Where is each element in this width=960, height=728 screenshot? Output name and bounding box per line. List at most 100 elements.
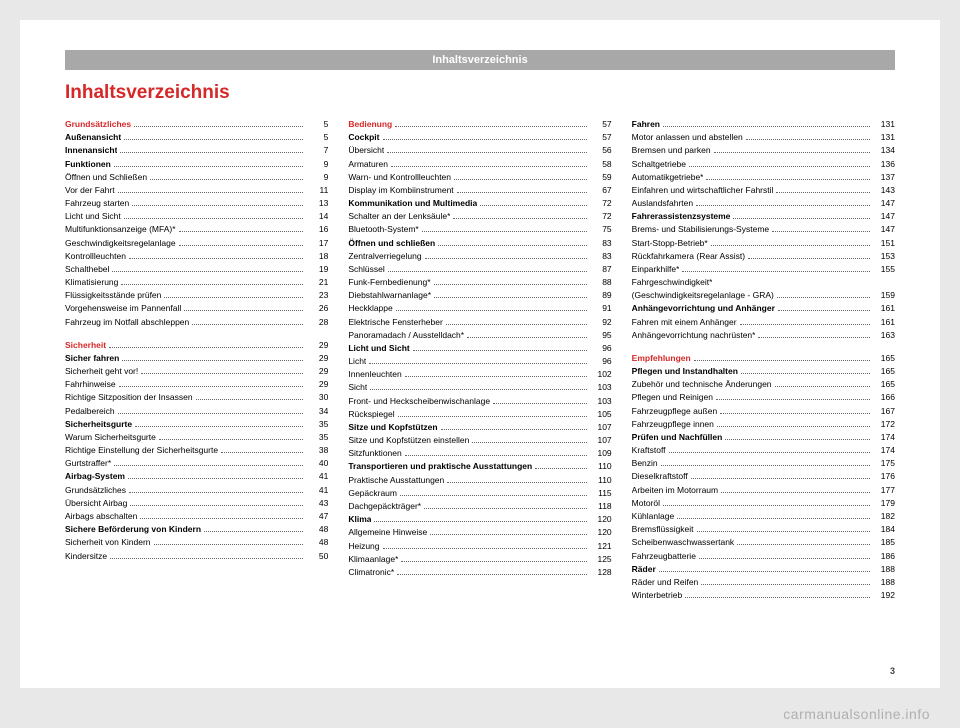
toc-label: Übersicht Airbag — [65, 497, 127, 510]
toc-dots — [661, 465, 870, 466]
toc-dots — [467, 337, 587, 338]
toc-entry: Außenansicht5 — [65, 131, 328, 144]
toc-page: 43 — [306, 497, 328, 510]
toc-page: 110 — [590, 460, 612, 473]
toc-label: Sicherheitsgurte — [65, 418, 132, 431]
toc-entry: Schlüssel87 — [348, 263, 611, 276]
toc-label: Grundsätzliches — [65, 118, 131, 131]
toc-page: 83 — [590, 250, 612, 263]
toc-entry: Kraftstoff174 — [632, 444, 895, 457]
toc-entry: Winterbetrieb192 — [632, 589, 895, 602]
toc-dots — [720, 413, 870, 414]
toc-page: 179 — [873, 497, 895, 510]
toc-label: Richtige Sitzposition der Insassen — [65, 391, 193, 404]
toc-dots — [150, 179, 303, 180]
toc-label: Sicherheit — [65, 339, 106, 352]
toc-entry: Fahrgeschwindigkeit* — [632, 276, 895, 289]
toc-entry: Start-Stopp-Betrieb*151 — [632, 237, 895, 250]
toc-label: (Geschwindigkeitsregelanlage - GRA) — [632, 289, 774, 302]
toc-entry: Benzin175 — [632, 457, 895, 470]
toc-entry: Brems- und Stabilisierungs-Systeme147 — [632, 223, 895, 236]
toc-page: 174 — [873, 431, 895, 444]
toc-label: Bluetooth-System* — [348, 223, 418, 236]
toc-label: Pflegen und Instandhalten — [632, 365, 738, 378]
toc-label: Auslandsfahrten — [632, 197, 693, 210]
toc-entry: Fahrzeugpflege innen172 — [632, 418, 895, 431]
toc-dots — [716, 399, 870, 400]
toc-label: Sicher fahren — [65, 352, 119, 365]
toc-columns: Grundsätzliches5Außenansicht5Innenansich… — [65, 118, 895, 602]
toc-label: Heizung — [348, 540, 379, 553]
toc-label: Fahrhinweise — [65, 378, 116, 391]
toc-dots — [493, 403, 587, 404]
toc-entry: Vor der Fahrt11 — [65, 184, 328, 197]
toc-page: 95 — [590, 329, 612, 342]
toc-dots — [748, 258, 870, 259]
toc-dots — [699, 558, 870, 559]
toc-label: Schalter an der Lenksäule* — [348, 210, 450, 223]
toc-label: Motor anlassen und abstellen — [632, 131, 743, 144]
toc-entry: Kindersitze50 — [65, 550, 328, 563]
toc-page: 92 — [590, 316, 612, 329]
toc-dots — [154, 544, 304, 545]
toc-label: Dieselkraftstoff — [632, 470, 688, 483]
toc-dots — [110, 558, 303, 559]
toc-label: Öffnen und schließen — [348, 237, 435, 250]
toc-page: 177 — [873, 484, 895, 497]
toc-page: 34 — [306, 405, 328, 418]
toc-entry: Climatronic*128 — [348, 566, 611, 579]
toc-entry: Warum Sicherheitsgurte35 — [65, 431, 328, 444]
toc-page: 18 — [306, 250, 328, 263]
toc-label: Kraftstoff — [632, 444, 666, 457]
toc-page: 107 — [590, 434, 612, 447]
toc-entry: Einfahren und wirtschaftlicher Fahrstil1… — [632, 184, 895, 197]
toc-dots — [697, 531, 870, 532]
toc-label: Grundsätzliches — [65, 484, 126, 497]
toc-label: Übersicht — [348, 144, 384, 157]
toc-dots — [711, 245, 870, 246]
toc-page: 110 — [590, 474, 612, 487]
toc-label: Bedienung — [348, 118, 392, 131]
toc-page: 118 — [590, 500, 612, 513]
page-number: 3 — [890, 666, 895, 676]
toc-dots — [120, 152, 303, 153]
toc-page: 147 — [873, 223, 895, 236]
toc-entry: Dachgepäckträger* 118 — [348, 500, 611, 513]
toc-entry: Fahrerassistenzsysteme147 — [632, 210, 895, 223]
toc-entry: Elektrische Fensterheber 92 — [348, 316, 611, 329]
toc-entry: Anhängevorrichtung und Anhänger161 — [632, 302, 895, 315]
toc-dots — [682, 271, 870, 272]
toc-page: 109 — [590, 447, 612, 460]
toc-label: Sichere Beförderung von Kindern — [65, 523, 201, 536]
toc-label: Einparkhilfe* — [632, 263, 680, 276]
toc-dots — [776, 192, 870, 193]
toc-page: 137 — [873, 171, 895, 184]
toc-dots — [114, 465, 303, 466]
toc-dots — [424, 508, 587, 509]
toc-dots — [129, 492, 303, 493]
toc-dots — [401, 561, 586, 562]
toc-page: 136 — [873, 158, 895, 171]
toc-entry: Sitze und Kopfstützen107 — [348, 421, 611, 434]
toc-dots — [112, 271, 303, 272]
toc-label: Warum Sicherheitsgurte — [65, 431, 156, 444]
toc-dots — [388, 271, 587, 272]
toc-page: 23 — [306, 289, 328, 302]
toc-dots — [441, 429, 587, 430]
toc-dots — [758, 337, 870, 338]
toc-dots — [204, 531, 303, 532]
toc-label: Richtige Einstellung der Sicherheitsgurt… — [65, 444, 218, 457]
toc-page: 41 — [306, 470, 328, 483]
toc-label: Elektrische Fensterheber — [348, 316, 443, 329]
toc-page: 165 — [873, 365, 895, 378]
toc-dots — [118, 413, 304, 414]
toc-label: Innenleuchten — [348, 368, 401, 381]
toc-label: Anhängevorrichtung nachrüsten* — [632, 329, 756, 342]
toc-label: Dachgepäckträger* — [348, 500, 421, 513]
toc-label: Pedalbereich — [65, 405, 115, 418]
toc-label: Fahrgeschwindigkeit* — [632, 276, 713, 289]
toc-entry: Fahren mit einem Anhänger161 — [632, 316, 895, 329]
toc-page: 96 — [590, 342, 612, 355]
toc-page: 175 — [873, 457, 895, 470]
toc-page: 188 — [873, 576, 895, 589]
